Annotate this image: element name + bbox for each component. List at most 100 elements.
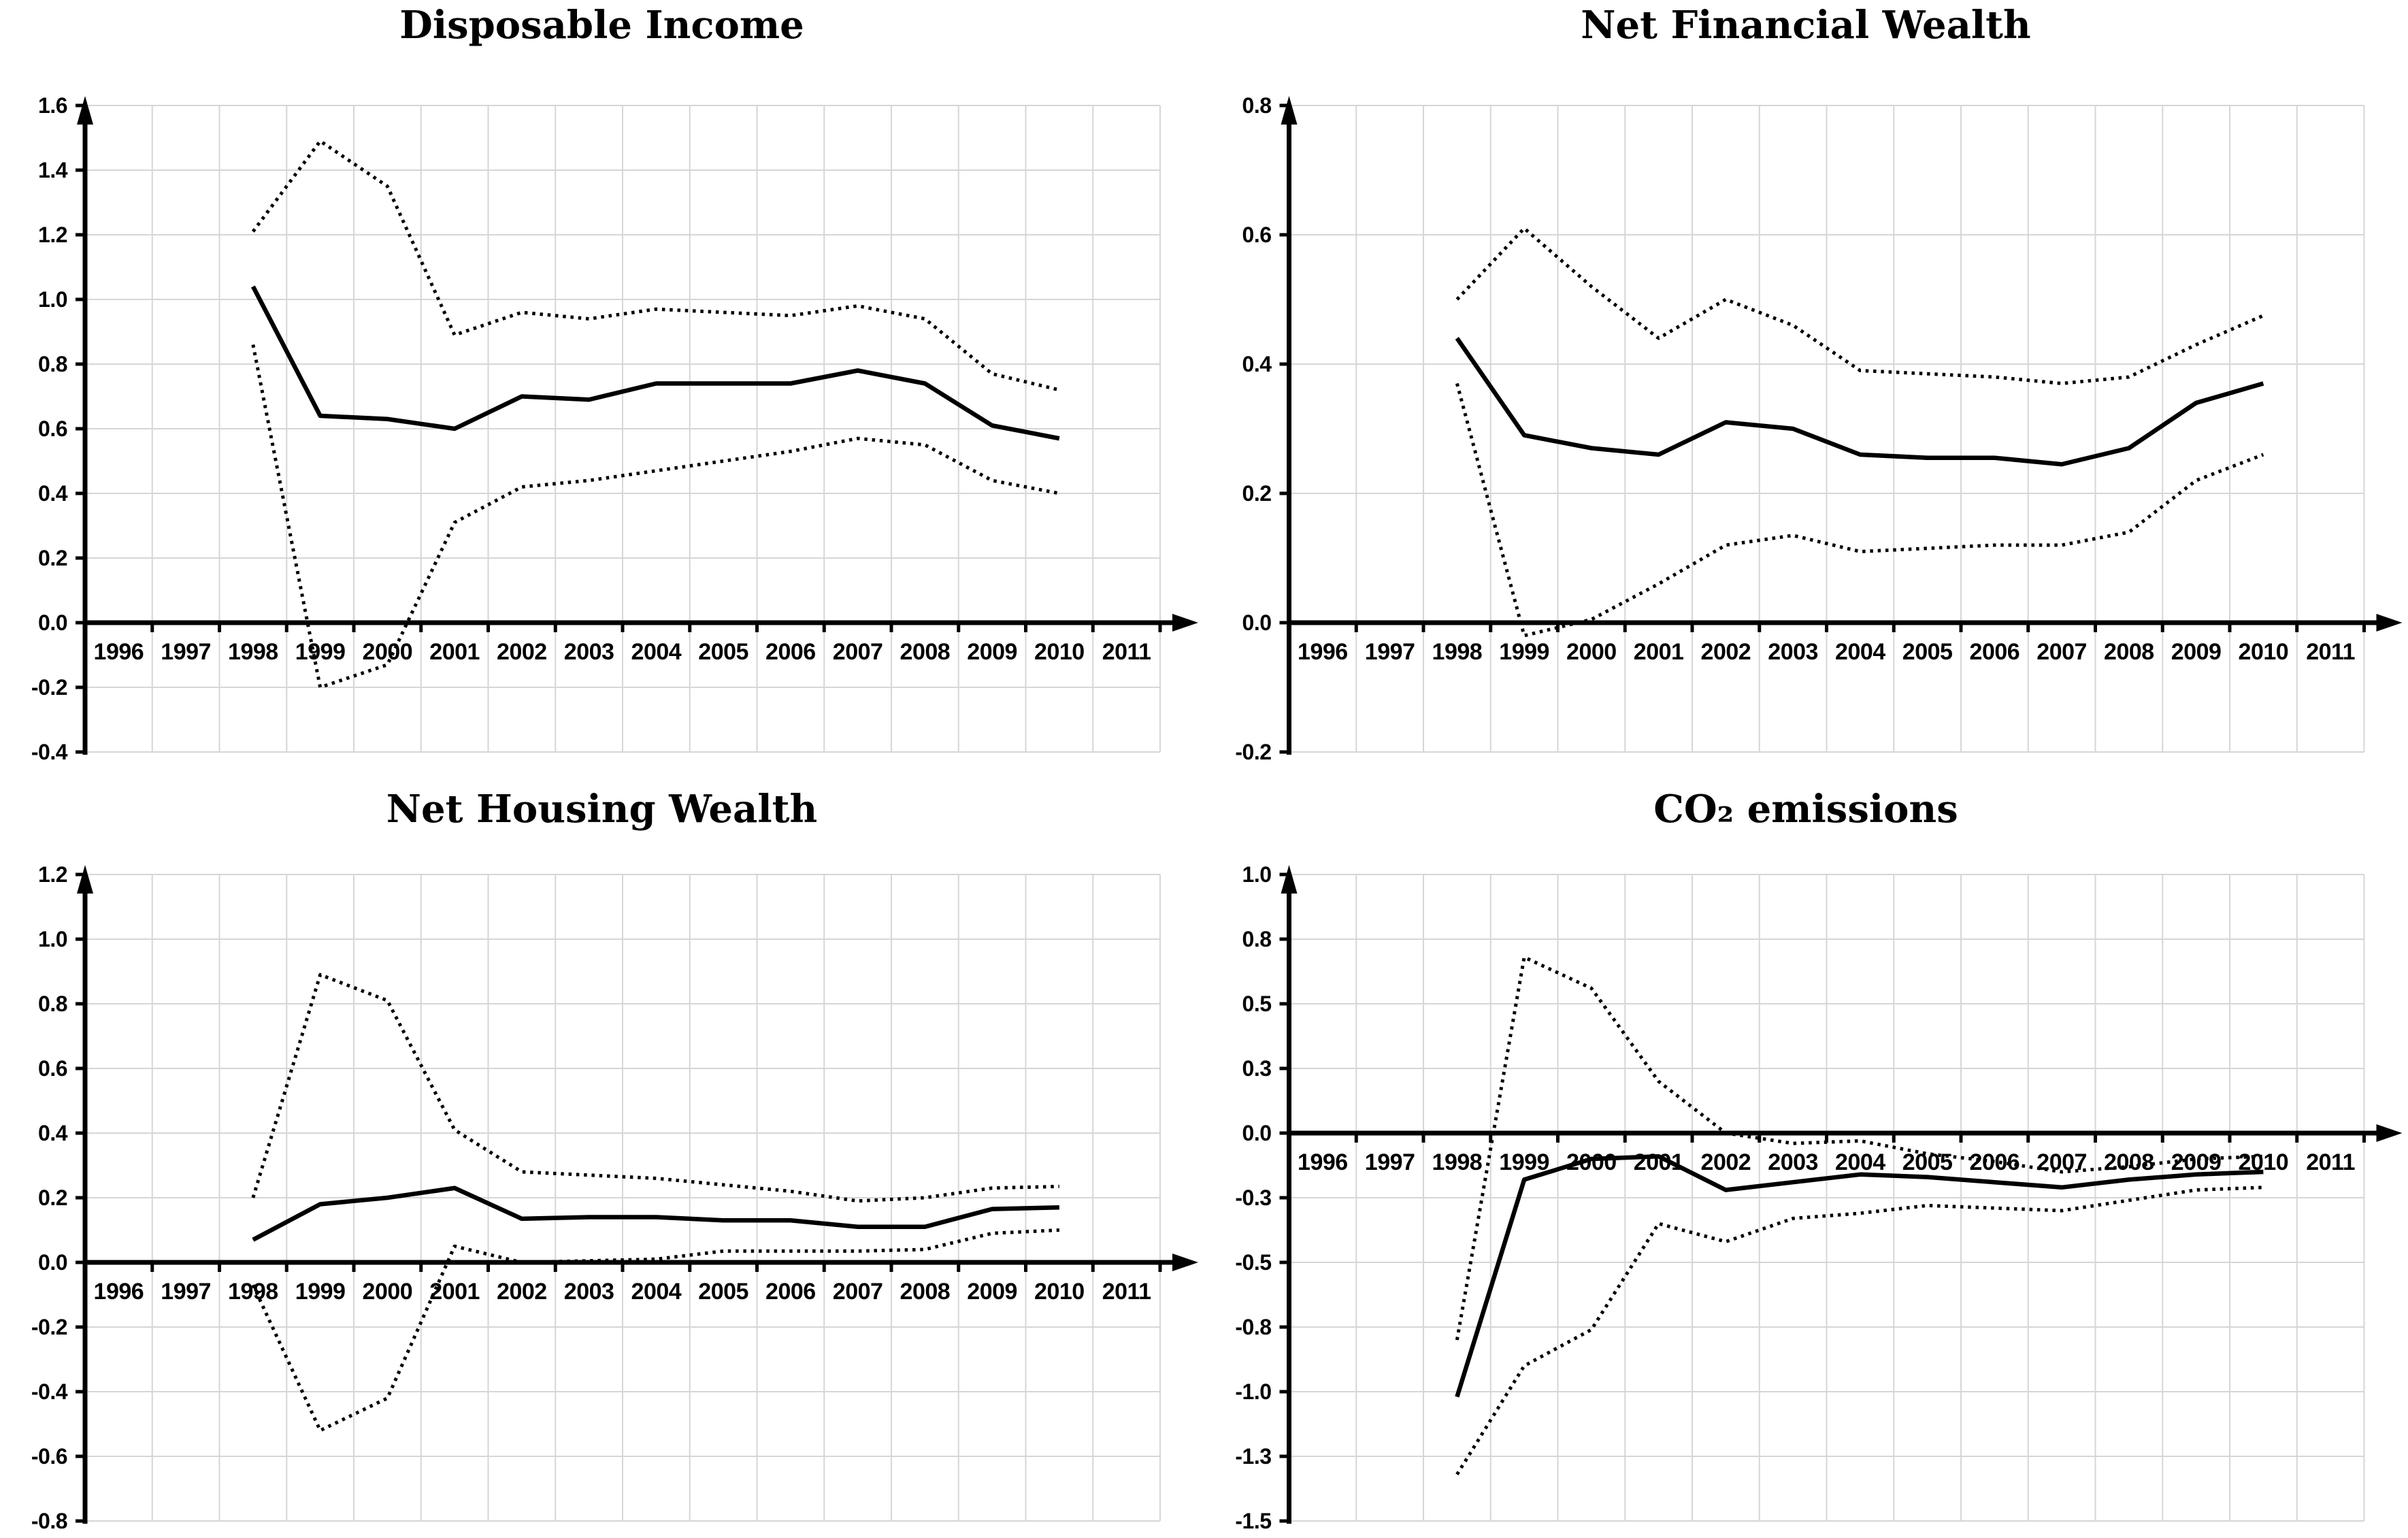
x-tick-label: 1996 <box>94 1279 144 1305</box>
y-axis-arrow-icon <box>1281 96 1298 125</box>
x-tick-label: 1997 <box>161 639 211 665</box>
y-tick-label: 0.8 <box>1242 927 1272 951</box>
y-tick-label: -1.3 <box>1235 1444 1271 1469</box>
grid <box>85 105 1161 753</box>
x-tick-label: 2001 <box>429 639 480 665</box>
y-tick-label: -1.5 <box>1235 1509 1271 1533</box>
x-tick-label: 1997 <box>1365 639 1415 665</box>
x-axis-arrow-icon <box>2376 1124 2403 1142</box>
grid <box>1289 874 2365 1522</box>
x-tick-label: 2002 <box>1701 1149 1751 1175</box>
x-tick-label: 2011 <box>2306 1149 2355 1175</box>
tick-labels: 0.8 0.6 0.4 0.2 0.0 -0.2 1996 1997 1998 1999 2000 2… <box>1235 93 2355 764</box>
grid <box>1289 105 2365 753</box>
series-lower-confidence-band-line <box>1455 1185 2264 1475</box>
y-tick-label: 0.6 <box>38 1056 67 1081</box>
y-tick-label: 0.2 <box>38 1185 67 1210</box>
x-tick-label: 1997 <box>161 1279 211 1305</box>
x-tick-label: 1998 <box>228 639 278 665</box>
y-tick-label: 0.0 <box>1242 1121 1272 1145</box>
x-tick-label: 2006 <box>1970 639 2020 665</box>
tick-labels: 1.0 0.8 0.5 0.3 0.0 -0.3 -0.5 -0.8 -1.0 -1.3 -1.5 1… <box>1235 862 2355 1533</box>
y-tick-label: 0.6 <box>38 416 67 441</box>
plot-area-co2-emissions: 1.0 0.8 0.5 0.3 0.0 -0.3 -0.5 -0.8 -1.0 -1.3 -1.5 1… <box>1235 862 2403 1533</box>
x-tick-label: 2002 <box>497 639 547 665</box>
x-tick-label: 2008 <box>900 1279 951 1305</box>
x-tick-label: 1996 <box>1298 1149 1348 1175</box>
x-tick-label: 1997 <box>1365 1149 1415 1175</box>
x-tick-label: 2003 <box>564 639 614 665</box>
x-tick-label: 1996 <box>1298 639 1348 665</box>
x-tick-label: 2000 <box>1566 639 1617 665</box>
y-axis-arrow-icon <box>77 96 93 125</box>
x-tick-label: 2007 <box>2036 639 2087 665</box>
y-tick-label: 0.2 <box>38 546 67 570</box>
x-tick-label: 2003 <box>564 1279 614 1305</box>
x-tick-label: 2005 <box>698 639 748 665</box>
tick-labels: 1.2 1.0 0.8 0.6 0.4 0.2 0.0 -0.2 -0.4 -0.6 -0.8 199… <box>31 862 1151 1533</box>
y-tick-label: -0.6 <box>31 1444 67 1469</box>
x-tick-label: 1999 <box>1499 639 1549 665</box>
chart-title: Disposable Income <box>399 3 804 48</box>
axes <box>1281 96 2403 755</box>
y-tick-label: 0.0 <box>38 610 67 635</box>
y-tick-label: 0.4 <box>38 1121 68 1145</box>
chart-panel-co2-emissions: CO₂ emissions 1.0 0.8 0.5 0.3 0.0 -0.3 -0.5 -0.… <box>1204 769 2408 1538</box>
series-lower-confidence-band-line <box>1455 382 2264 638</box>
x-axis-arrow-icon <box>1172 614 1198 632</box>
y-tick-label: 0.4 <box>38 481 68 506</box>
x-tick-label: 2010 <box>1034 1279 1085 1305</box>
y-tick-label: 1.0 <box>38 927 67 951</box>
x-tick-label: 2003 <box>1768 639 1818 665</box>
x-tick-label: 2007 <box>833 1279 883 1305</box>
series-central-estimate-line <box>250 285 1060 441</box>
x-tick-label: 2004 <box>631 639 682 665</box>
y-tick-label: 0.0 <box>1242 610 1272 635</box>
chart-panel-net-housing-wealth: Net Housing Wealth 1.2 1.0 0.8 0.6 0.4 0.2 0.0… <box>0 769 1204 1538</box>
tick-labels: 1.6 1.4 1.2 1.0 0.8 0.6 0.4 0.2 0.0 -0.2 -0.4 1996 1… <box>31 93 1151 764</box>
series-central-estimate-line <box>252 1185 1059 1242</box>
x-tick-label: 2005 <box>698 1279 748 1305</box>
x-tick-label: 2006 <box>1970 1149 2020 1175</box>
plot-area-net-housing-wealth: 1.2 1.0 0.8 0.6 0.4 0.2 0.0 -0.2 -0.4 -0.6 -0.8 199… <box>31 862 1198 1533</box>
x-tick-label: 1999 <box>295 1279 346 1305</box>
axes <box>77 865 1198 1524</box>
x-tick-label: 2002 <box>497 1279 547 1305</box>
x-tick-label: 2011 <box>1102 1279 1151 1305</box>
x-tick-label: 2004 <box>1835 1149 1885 1175</box>
y-tick-label: -0.8 <box>1235 1315 1271 1339</box>
ticks <box>76 103 1162 754</box>
chart-panel-disposable-income: Disposable Income 1.6 1.4 1.2 1.0 0.8 0.6 0.4 0… <box>0 0 1204 769</box>
y-tick-label: -0.5 <box>1235 1250 1271 1275</box>
x-tick-label: 2006 <box>765 639 816 665</box>
axes <box>77 96 1198 755</box>
x-tick-label: 1998 <box>228 1279 278 1305</box>
series-central-estimate-line <box>1455 1154 2264 1398</box>
y-tick-label: 0.4 <box>1242 352 1272 376</box>
y-tick-label: 0.8 <box>38 992 67 1016</box>
plot-area-disposable-income: 1.6 1.4 1.2 1.0 0.8 0.6 0.4 0.2 0.0 -0.2 -0.4 1996 1… <box>31 93 1198 764</box>
y-tick-label: 0.8 <box>1242 93 1272 118</box>
x-tick-label: 2005 <box>1902 639 1953 665</box>
y-axis-arrow-icon <box>77 865 93 894</box>
x-tick-label: 2002 <box>1701 639 1751 665</box>
x-tick-label: 2008 <box>2104 1149 2154 1175</box>
x-tick-label: 2000 <box>363 1279 413 1305</box>
x-tick-label: 2006 <box>765 1279 816 1305</box>
ticks <box>1279 103 2366 754</box>
x-tick-label: 2009 <box>2171 1149 2222 1175</box>
x-tick-label: 2001 <box>429 1279 480 1305</box>
x-tick-label: 2004 <box>631 1279 682 1305</box>
x-tick-label: 2011 <box>2306 639 2355 665</box>
x-tick-label: 2004 <box>1835 639 1885 665</box>
series-central-estimate-line <box>1455 337 2264 467</box>
y-axis-arrow-icon <box>1281 865 1298 894</box>
y-tick-label: -0.2 <box>31 1315 67 1339</box>
grid <box>85 874 1161 1522</box>
y-tick-label: 1.4 <box>38 158 68 182</box>
x-tick-label: 2009 <box>2171 639 2222 665</box>
series-upper-confidence-band-line <box>1455 955 2264 1341</box>
x-tick-label: 2010 <box>1034 639 1085 665</box>
